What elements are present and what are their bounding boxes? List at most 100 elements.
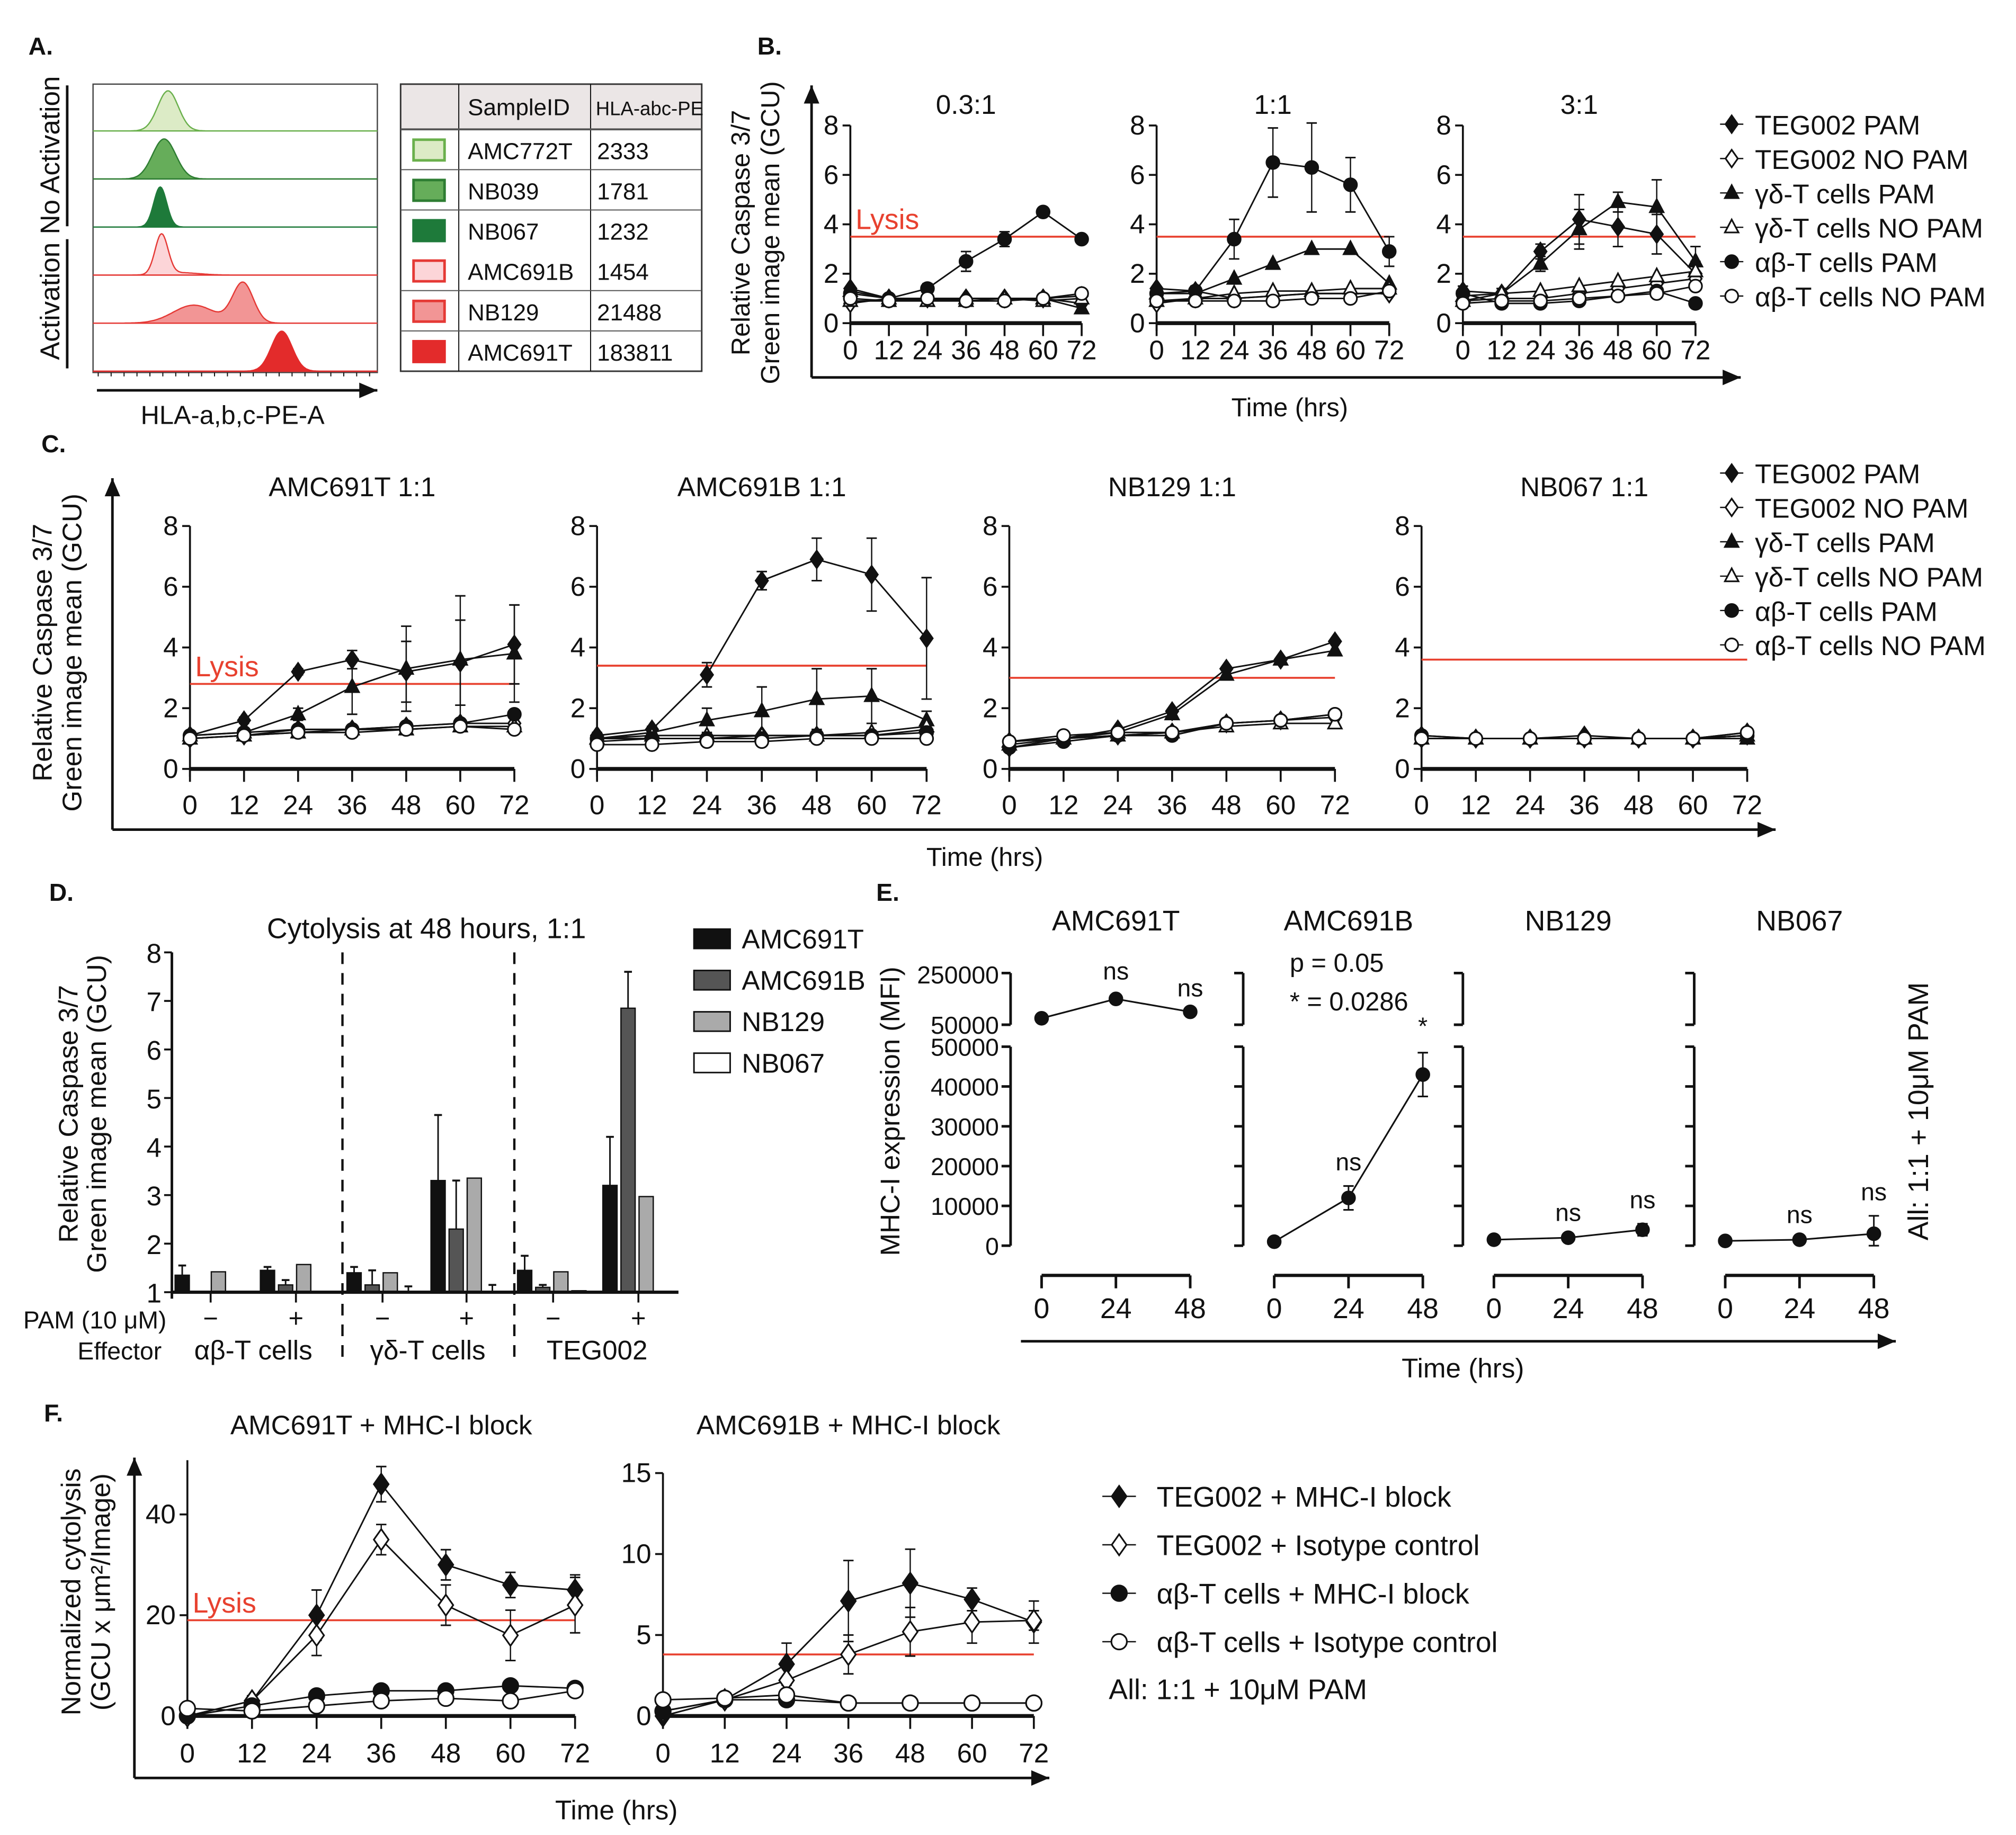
y-tick-label: 4 <box>146 1133 162 1163</box>
y-tick-label: 6 <box>983 571 998 602</box>
legend-item: αβ-T cells + MHC-I block <box>1102 1578 1469 1610</box>
circle-marker <box>699 734 715 749</box>
x-tick-label: 48 <box>1627 1293 1658 1324</box>
x-tick-label: 24 <box>1219 335 1249 365</box>
legend-item: γδ-T cells NO PAM <box>1720 213 1983 244</box>
triangle-marker <box>1326 713 1343 730</box>
circle-marker <box>1724 603 1740 618</box>
circle-marker <box>1149 293 1164 309</box>
x-tick-label: 60 <box>445 790 475 820</box>
y-tick-label: 10000 <box>931 1193 999 1220</box>
x-tick-label: 0 <box>1414 790 1429 820</box>
legend-item: TEG002 NO PAM <box>1720 145 1968 175</box>
circle-marker <box>963 1694 981 1712</box>
x-tick-label: 72 <box>1019 1738 1049 1768</box>
x-tick-label: 72 <box>1067 335 1097 365</box>
arrow-head-icon <box>1758 821 1776 838</box>
bar <box>516 1269 533 1293</box>
panel-b-legend: TEG002 PAM TEG002 NO PAM γδ-T cells PAM γδ-… <box>1720 110 1986 312</box>
legend-label: αβ-T cells + Isotype control <box>1157 1626 1498 1658</box>
legend-label: TEG002 NO PAM <box>1755 145 1968 175</box>
diamond-marker <box>437 1553 454 1577</box>
legend-swatch <box>693 928 731 950</box>
panel-a-x-arrow <box>96 382 378 398</box>
x-tick-label: 72 <box>499 790 530 820</box>
x-tick-label: 48 <box>895 1738 925 1768</box>
significance-label: * <box>1418 1013 1428 1040</box>
color-swatch <box>412 299 446 323</box>
x-tick-label: 0 <box>1266 1293 1282 1324</box>
y-tick-label: 6 <box>1436 159 1451 190</box>
triangle-marker <box>1571 219 1587 236</box>
circle-marker <box>1266 1234 1282 1249</box>
circle-marker <box>645 737 659 752</box>
diamond-marker <box>308 1623 325 1648</box>
series--t-cells-no-pam <box>590 731 934 752</box>
circle-marker <box>1219 716 1234 731</box>
y-tick-label: 0 <box>983 754 998 784</box>
y-tick-label: 4 <box>1395 632 1410 663</box>
circle-marker <box>437 1689 454 1707</box>
panel-f-legend: TEG002 + MHC-I block TEG002 + Isotype con… <box>1102 1481 1497 1706</box>
triangle-marker <box>863 686 880 702</box>
x-tick-label: 60 <box>1642 335 1672 365</box>
x-tick-label: 24 <box>771 1738 801 1768</box>
circle-marker <box>1533 293 1548 309</box>
x-tick-label: 24 <box>1100 1293 1132 1324</box>
x-tick-label: 48 <box>1407 1293 1439 1324</box>
diamond-marker <box>902 1619 919 1644</box>
triangle-marker <box>1326 641 1343 657</box>
circle-marker <box>1486 1232 1502 1247</box>
legend-label: αβ-T cells NO PAM <box>1755 282 1986 312</box>
y-tick-label: 6 <box>824 159 839 190</box>
chart-title: 0.3:1 <box>936 89 996 120</box>
panel-label-f: F. <box>44 1399 63 1427</box>
p-value-label: p = 0.05 <box>1290 949 1384 978</box>
circle-marker <box>1635 1222 1650 1237</box>
circle-marker <box>590 737 604 752</box>
x-tick-label: 24 <box>692 790 722 820</box>
legend-label: γδ-T cells NO PAM <box>1755 213 1983 244</box>
legend-item: NB067 <box>693 1048 825 1078</box>
circle-marker <box>1866 1226 1881 1241</box>
diamond-marker <box>840 1589 857 1613</box>
x-tick-label: 24 <box>301 1738 332 1768</box>
arrow-head-icon <box>127 1457 142 1476</box>
y-tick-label: 6 <box>1395 571 1410 602</box>
x-tick-label: 0 <box>1486 1293 1502 1324</box>
series--t-cells-isotype-control <box>654 1686 1043 1712</box>
x-tick-label: 24 <box>1783 1293 1815 1324</box>
panel-a-xlabel: HLA-a,b,c-PE-A <box>141 401 325 430</box>
circle-marker <box>919 731 934 746</box>
chart-d-bar: Cytolysis at 48 hours, 1:1 1 2 3 4 5 6 7 8 Relati… <box>23 913 679 1365</box>
lysis-label: Lysis <box>193 1587 256 1619</box>
circle-marker <box>1381 244 1397 259</box>
panel-d-ylabel: Relative Caspase 3/7 <box>53 985 83 1243</box>
circle-marker <box>1002 734 1017 749</box>
legend-item: AMC691B <box>693 965 866 996</box>
table-border <box>399 83 703 372</box>
y-tick-label: 8 <box>163 511 179 541</box>
triangle-marker <box>1723 218 1740 234</box>
diamond-marker <box>1025 1608 1042 1633</box>
table-cell-value: 21488 <box>597 300 662 326</box>
panel-f-ylabel: (GCU x μm²/Image) <box>85 1473 115 1711</box>
y-tick-label: 8 <box>146 938 162 969</box>
panel-label-a: A. <box>29 32 53 60</box>
bar <box>346 1272 362 1293</box>
x-tick-label: 48 <box>391 790 421 820</box>
x-tick-label: 24 <box>1553 1293 1584 1324</box>
x-tick-label: 48 <box>989 335 1020 365</box>
circle-marker <box>1025 1694 1043 1712</box>
panel-b-x-arrow <box>811 370 1741 386</box>
circle-marker <box>1343 291 1358 306</box>
bar <box>448 1228 464 1293</box>
triangle-marker <box>1264 254 1281 270</box>
panel-d-ylabel: Green image mean (GCU) <box>82 955 112 1273</box>
circle-marker <box>1110 1585 1128 1602</box>
series--t-cells-no-pam <box>1414 725 1755 746</box>
y-tick-label: 0 <box>1436 308 1451 338</box>
diamond-marker <box>372 1527 390 1552</box>
circle-marker <box>997 231 1012 247</box>
